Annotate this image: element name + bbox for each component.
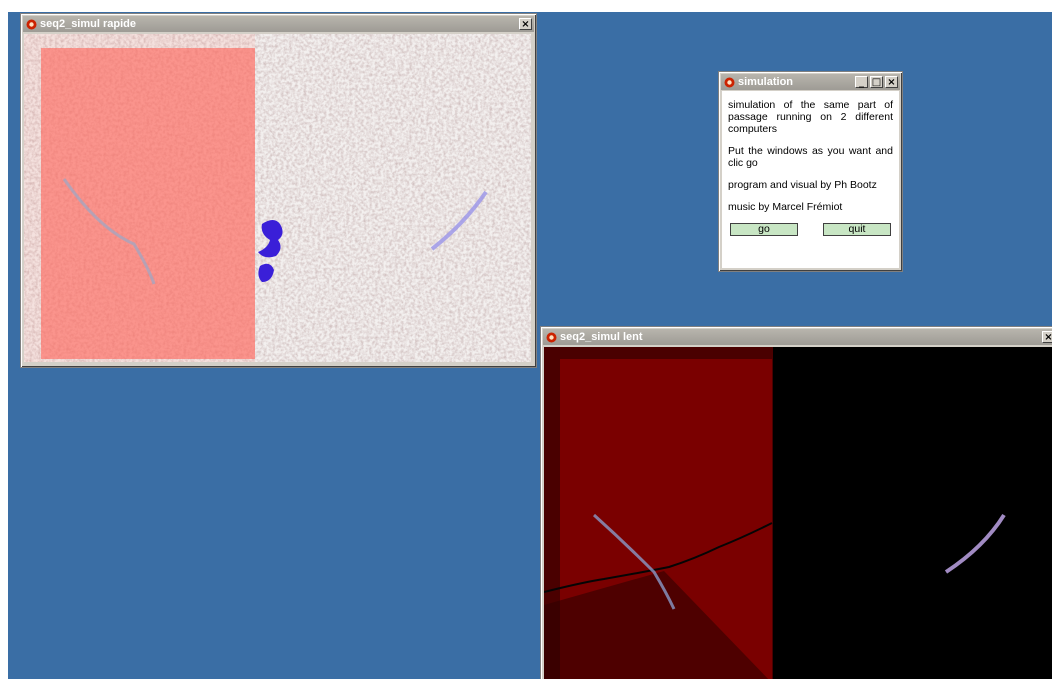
app-icon bbox=[546, 332, 557, 343]
quit-button[interactable]: quit bbox=[823, 223, 891, 236]
texture-visual bbox=[24, 34, 531, 362]
credits-text: music by Marcel Frémiot bbox=[728, 201, 843, 213]
close-icon[interactable]: × bbox=[519, 18, 532, 30]
minimize-icon[interactable]: _ bbox=[855, 76, 868, 88]
window-title: seq2_simul rapide bbox=[40, 18, 136, 30]
desktop: seq2_simul rapide × bbox=[8, 12, 1052, 679]
credits-text: program and visual by Ph Bootz bbox=[728, 179, 877, 191]
red-overlay bbox=[41, 48, 255, 359]
app-icon bbox=[724, 77, 735, 88]
window-simul-rapide[interactable]: seq2_simul rapide × bbox=[20, 13, 537, 368]
simulation-body: simulation of the same part of passage r… bbox=[722, 91, 899, 268]
window-title: seq2_simul lent bbox=[560, 331, 643, 343]
info-text: Put the windows as you want and clic go bbox=[728, 145, 893, 169]
app-icon bbox=[26, 19, 37, 30]
info-text: simulation of the same part of passage r… bbox=[728, 99, 893, 135]
simul-rapide-canvas[interactable] bbox=[24, 34, 531, 362]
maximize-icon[interactable]: □ bbox=[870, 76, 883, 88]
titlebar-simul-lent[interactable]: seq2_simul lent × bbox=[543, 329, 1052, 345]
simul-lent-canvas[interactable] bbox=[544, 347, 1052, 679]
button-row: go quit bbox=[730, 223, 891, 236]
window-title: simulation bbox=[738, 76, 794, 88]
go-button[interactable]: go bbox=[730, 223, 798, 236]
blue-figure bbox=[258, 220, 283, 282]
dark-visual bbox=[544, 347, 1052, 679]
window-simul-lent[interactable]: seq2_simul lent × bbox=[540, 326, 1052, 679]
close-icon[interactable]: × bbox=[885, 76, 898, 88]
titlebar-simulation[interactable]: simulation _ □ × bbox=[721, 74, 900, 90]
close-icon[interactable]: × bbox=[1042, 331, 1052, 343]
titlebar-simul-rapide[interactable]: seq2_simul rapide × bbox=[23, 16, 534, 32]
window-simulation[interactable]: simulation _ □ × simulation of the same … bbox=[718, 71, 903, 272]
